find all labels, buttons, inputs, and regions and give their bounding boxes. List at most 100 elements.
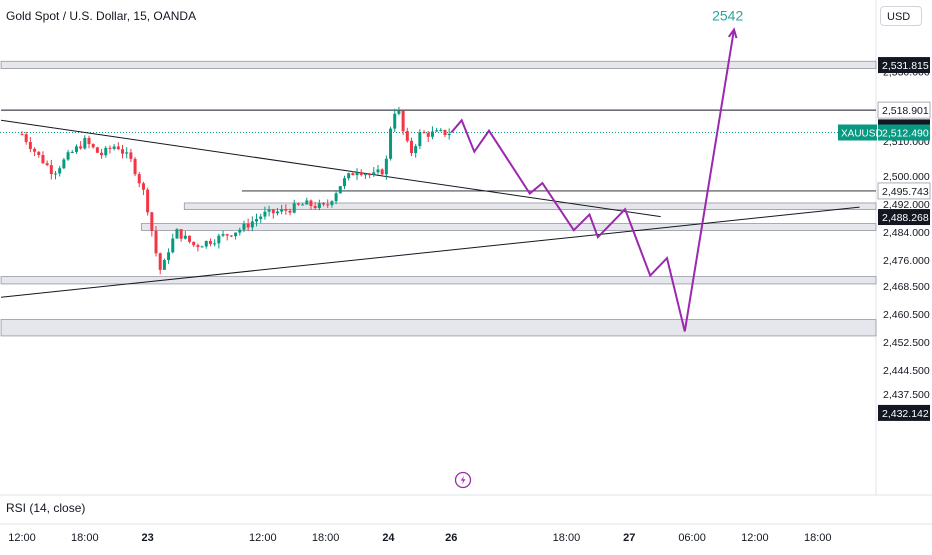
candle-body [313, 205, 317, 208]
support-resistance-zones [0, 60, 877, 337]
price-tick: 2,444.500 [883, 365, 930, 377]
candle-body [309, 200, 313, 206]
candle-body [288, 210, 292, 213]
price-tick: 2,476.000 [883, 255, 930, 267]
candle-body [305, 200, 309, 205]
candle-body [162, 260, 166, 270]
candle-body [322, 203, 326, 205]
candle-body [347, 173, 351, 179]
candle-body [100, 152, 104, 156]
candle-body [183, 235, 187, 239]
candle-body [384, 158, 388, 175]
time-tick: 18:00 [553, 532, 581, 544]
candle-body [54, 173, 58, 175]
candle-body [418, 132, 422, 147]
price-label-bg [878, 209, 930, 226]
candle-body [112, 146, 116, 149]
candle-body [376, 169, 380, 173]
candle-body [271, 209, 275, 214]
candle-body [74, 146, 78, 152]
candle-body [221, 234, 225, 236]
candle-body [380, 169, 384, 175]
candle-body [397, 110, 401, 114]
candle-body [351, 173, 355, 176]
candle-body [49, 165, 53, 175]
candle-body [133, 158, 137, 175]
candle-body [250, 221, 254, 228]
candle-body [301, 204, 305, 206]
symbol-label-bg [838, 124, 877, 141]
price-tick: 2,500.000 [883, 171, 930, 183]
candle-body [171, 238, 175, 253]
price-labels: 2,531.8152,518.9012,513.9562,512.490XAUU… [838, 57, 931, 421]
candle-body [70, 151, 74, 153]
candle-body [146, 189, 150, 213]
symbol-label: XAUUSD [841, 129, 883, 140]
time-axis[interactable]: 12:00 18:00 23 12:00 18:00 24 26 18:00 27 06:00 12… [8, 532, 831, 544]
time-tick: 27 [623, 532, 635, 544]
candle-body [204, 241, 208, 247]
symbol-title[interactable]: Gold Spot / U.S. Dollar, 15, OANDA [6, 9, 197, 23]
candle-body [175, 229, 179, 239]
candle-body [443, 129, 447, 136]
price-label-bg [877, 101, 931, 119]
price-label: 2,495.743 [882, 186, 929, 198]
zone-rect [183, 202, 877, 210]
zone-rect [140, 223, 877, 231]
price-tick: 2,492.000 [883, 199, 930, 211]
candlesticks [20, 106, 451, 275]
candle-body [409, 140, 413, 154]
candle-body [179, 229, 183, 239]
candle-body [87, 137, 91, 145]
candle-body [213, 243, 217, 245]
candle-body [33, 148, 37, 152]
candle-body [104, 147, 108, 156]
time-tick: 26 [445, 532, 457, 544]
zone-rect [0, 276, 877, 285]
time-tick: 06:00 [678, 532, 706, 544]
candle-body [338, 186, 342, 194]
price-tick: 2,460.500 [883, 309, 930, 321]
price-label: 2,488.268 [882, 212, 929, 224]
candle-body [225, 234, 229, 236]
candle-body [389, 128, 393, 159]
lightning-icon[interactable] [454, 471, 472, 489]
candle-body [217, 235, 221, 244]
candle-body [208, 241, 212, 244]
candle-body [45, 163, 49, 166]
time-tick: 18:00 [804, 532, 832, 544]
candle-body [137, 174, 141, 184]
candle-body [280, 209, 284, 212]
candle-body [267, 209, 271, 212]
candle-body [422, 132, 426, 134]
price-tick: 2,468.500 [883, 281, 930, 293]
candle-body [439, 129, 443, 131]
candle-body [66, 152, 70, 160]
candle-body [188, 235, 192, 242]
candle-body [91, 144, 95, 148]
rsi-indicator-label[interactable]: RSI (14, close) [6, 501, 86, 515]
candle-body [435, 130, 439, 132]
price-label-bg [877, 182, 931, 200]
candle-body [192, 241, 196, 246]
candle-body [330, 201, 334, 205]
currency-button[interactable]: USD [880, 6, 922, 26]
candle-body [24, 134, 28, 142]
candle-body [125, 152, 129, 154]
time-tick: 12:00 [741, 532, 769, 544]
price-label-bg [878, 57, 930, 74]
candle-body [20, 134, 24, 136]
price-label: 2,531.815 [882, 60, 929, 72]
candle-body [242, 223, 246, 230]
candle-body [150, 212, 154, 232]
candle-body [246, 223, 250, 228]
time-tick: 12:00 [249, 532, 277, 544]
candle-body [317, 203, 321, 208]
projection-line [450, 29, 735, 332]
candle-body [342, 178, 346, 187]
candle-body [41, 154, 45, 164]
candle-body [292, 203, 296, 213]
trend-line [1, 206, 860, 298]
